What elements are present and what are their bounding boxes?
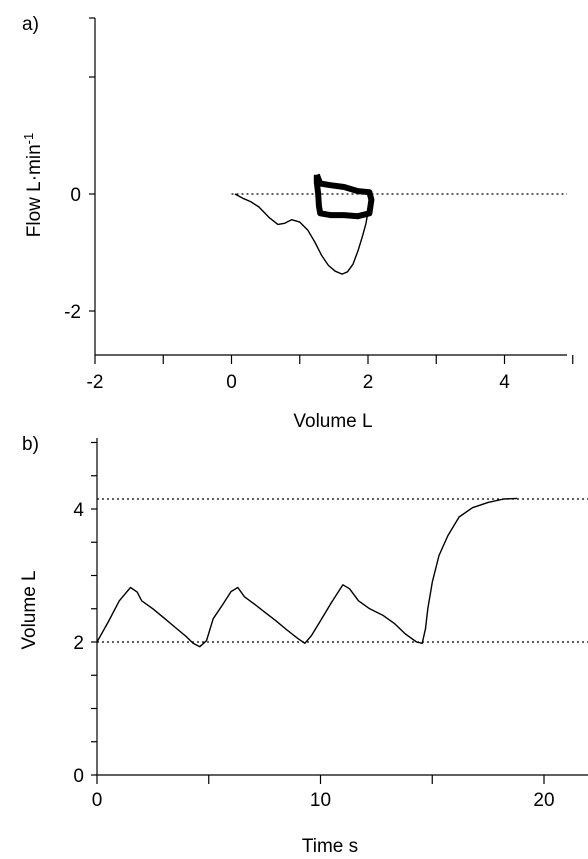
volume-time-plot-area (96, 497, 588, 648)
volume-time-axes (91, 438, 588, 784)
panel-a-label: a) (22, 14, 39, 35)
x-tick-label: 4 (499, 372, 510, 393)
volume-time-panel: b) 0 10 20 0 2 4 Time s Volume L (19, 434, 588, 857)
x-tick-label: 20 (533, 790, 554, 811)
flow-volume-axes (89, 17, 574, 364)
panel-b-label: b) (22, 434, 39, 455)
x-tick-label: 0 (92, 790, 103, 811)
flow-volume-tick-labels: -202440-2 (64, 185, 510, 393)
y-tick-label: 0 (70, 185, 81, 206)
x-tick-label: 0 (226, 372, 237, 393)
y-axis-title-flow: Flow L·min-1 (21, 133, 45, 237)
tidal-breathing-loop (313, 173, 375, 220)
x-axis-title-time: Time s (302, 836, 358, 857)
x-axis-title-volume: Volume L (293, 411, 372, 432)
x-tick-label: 10 (310, 790, 331, 811)
y-tick-label: 4 (73, 500, 84, 521)
y-tick-label: -2 (64, 302, 81, 323)
y-axis-title-volume: Volume L (19, 570, 40, 649)
x-tick-label: 2 (363, 372, 374, 393)
x-tick-label: -2 (87, 372, 104, 393)
volume-time-trace (96, 497, 518, 648)
volume-time-tick-labels: 0 10 20 0 2 4 (73, 500, 554, 811)
flow-volume-panel: a) -202440-2 Volume L Flow L·min-1 (21, 14, 574, 432)
y-tick-label: 2 (73, 633, 84, 654)
flow-volume-plot-area (231, 173, 567, 275)
y-tick-label: 0 (73, 766, 84, 787)
forced-expiration-trace (234, 193, 371, 275)
